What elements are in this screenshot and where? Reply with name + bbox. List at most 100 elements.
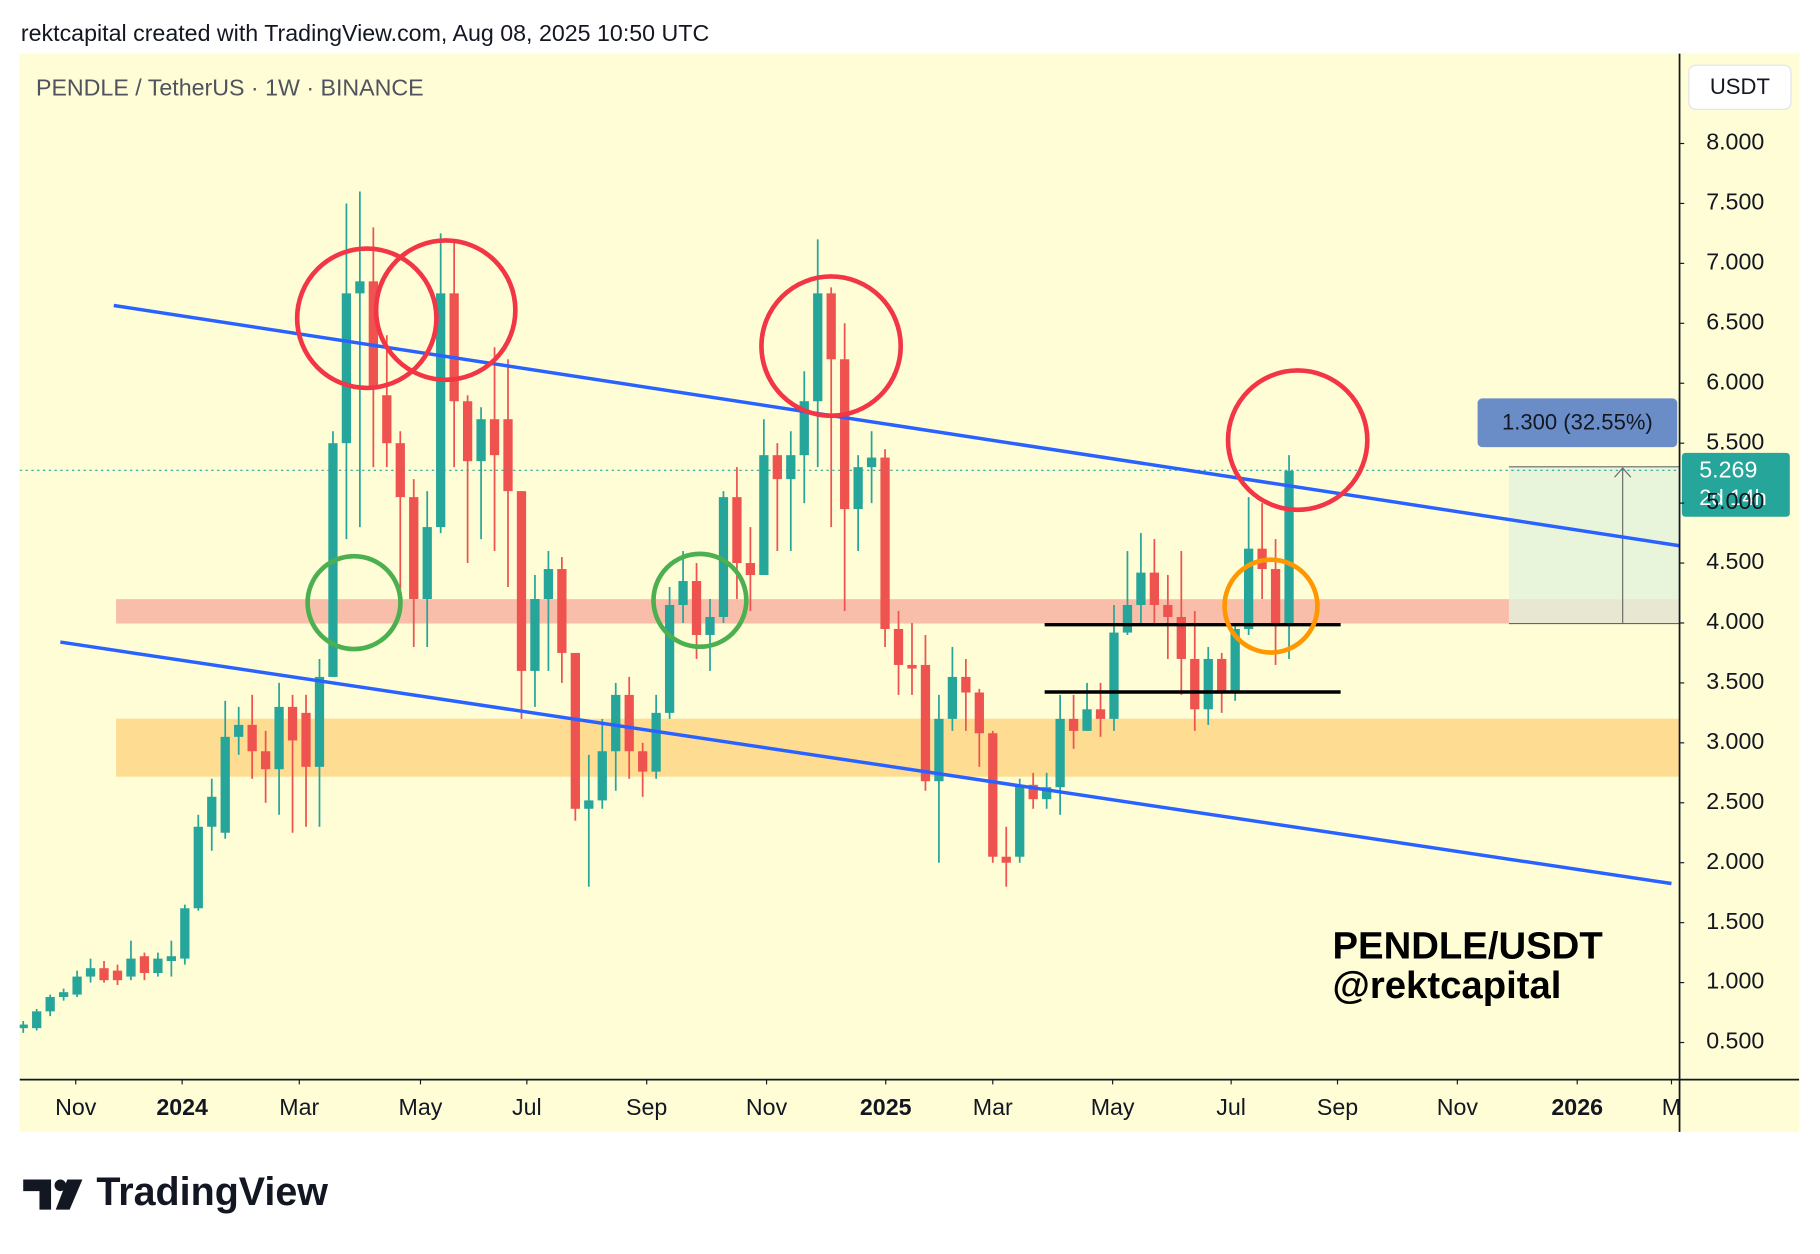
candle-body <box>112 970 123 981</box>
x-tick-label: Mar <box>973 1094 1013 1120</box>
candle-body <box>584 800 594 809</box>
y-tick-label: 3.500 <box>1706 668 1764 694</box>
candle-body <box>1095 709 1106 719</box>
candle-body <box>153 958 163 973</box>
y-tick-label: 8.000 <box>1706 129 1764 155</box>
candle-body <box>1136 572 1146 606</box>
candle-body <box>988 733 998 857</box>
x-axis: Nov 2024 Mar May Jul Sep Nov 2025 Mar May Jul Sep No… <box>55 1079 1681 1120</box>
candle-body <box>543 569 554 600</box>
candle-body <box>907 664 917 669</box>
candle-body <box>1001 856 1011 863</box>
candle-body <box>368 281 378 390</box>
candle-body <box>920 664 931 782</box>
candle-body <box>32 1011 42 1029</box>
candle-body <box>678 581 688 606</box>
logo-icon <box>23 1179 83 1210</box>
candle-body <box>1176 616 1186 659</box>
candle-body <box>880 457 890 629</box>
candle-body <box>247 724 257 752</box>
candle-body <box>260 751 271 770</box>
candle-body <box>45 996 55 1012</box>
candle-body <box>1243 548 1254 629</box>
candle-body <box>139 956 150 973</box>
candle-body <box>476 419 486 462</box>
currency-label: USDT <box>1710 74 1770 99</box>
candle-body <box>287 706 298 741</box>
candle-body <box>664 605 675 713</box>
y-tick-label: 1.000 <box>1706 968 1764 994</box>
candle-body <box>732 497 742 564</box>
candle-body <box>624 694 634 752</box>
y-tick-label: 6.000 <box>1706 368 1764 394</box>
y-tick-label: 1.500 <box>1706 908 1764 934</box>
candle-body <box>1217 658 1227 693</box>
candle-body <box>1203 658 1213 710</box>
candle-body <box>436 293 446 528</box>
candle-body <box>597 751 607 801</box>
candle-body <box>557 569 567 653</box>
red-circle <box>759 274 904 419</box>
candle-body <box>1270 569 1281 626</box>
y-tick-label: 2.500 <box>1706 788 1764 814</box>
countdown-label: 2d 14h <box>1699 485 1766 510</box>
candle-body <box>840 359 850 510</box>
candle-body <box>1015 784 1025 857</box>
candle-body <box>772 455 782 480</box>
candle-body <box>638 751 648 772</box>
candle-body <box>1163 605 1173 617</box>
x-tick-label: Nov <box>746 1094 788 1120</box>
candle-body <box>786 455 796 480</box>
candle-body <box>1028 784 1038 800</box>
x-tick-label: May <box>399 1094 443 1120</box>
candle-body <box>489 419 500 456</box>
chart-title: PENDLE / TetherUS · 1W · BINANCE <box>36 75 424 101</box>
x-tick-label: 2024 <box>156 1094 208 1120</box>
y-tick-label: 5.000 <box>1706 488 1764 514</box>
red-circle <box>294 246 439 391</box>
candle-body <box>99 968 109 981</box>
x-tick-label: Jul <box>1216 1094 1246 1120</box>
candle-body <box>570 652 580 809</box>
candle-body <box>853 467 863 510</box>
x-tick-label: Mar <box>279 1094 319 1120</box>
candle-body <box>866 457 877 468</box>
y-tick-label: 7.500 <box>1706 189 1764 215</box>
candle-body <box>759 455 769 576</box>
candle-body <box>382 395 392 444</box>
annotation: @rektcapital <box>1333 964 1562 1007</box>
chart-background <box>19 53 1800 1132</box>
y-tick-label: 0.500 <box>1706 1028 1764 1054</box>
x-tick-label: Nov <box>55 1094 97 1120</box>
y-tick-label: 6.500 <box>1706 308 1764 334</box>
candle-body <box>651 712 661 772</box>
candle-body <box>691 581 702 635</box>
candle-body <box>799 401 809 456</box>
measure-label: 1.300 (32.55%) <box>1502 410 1653 435</box>
y-tick-label: 4.500 <box>1706 548 1764 574</box>
x-tick-label: Sep <box>1317 1094 1358 1120</box>
trendline <box>60 640 1672 886</box>
red-circle <box>1225 368 1370 513</box>
candle-body <box>1042 787 1052 800</box>
candle-body <box>826 293 836 360</box>
candle-body <box>220 736 230 833</box>
candle-body <box>934 718 944 782</box>
x-tick-label: M <box>1662 1094 1681 1120</box>
candle-body <box>234 724 244 737</box>
candle-body <box>409 497 419 600</box>
candle-body <box>1284 470 1294 626</box>
x-tick-label: Sep <box>626 1094 667 1120</box>
y-axis: 0.500 1.000 1.500 2.000 2.500 3.000 3.500 4.000… <box>1679 129 1764 1054</box>
candle-body <box>126 958 136 977</box>
currency-button[interactable] <box>1688 64 1792 110</box>
candle-body <box>503 419 513 492</box>
candle-body <box>893 628 904 665</box>
candle-body <box>19 1024 28 1029</box>
candle-body <box>974 692 984 734</box>
candle-body <box>745 563 756 576</box>
candle-body <box>58 992 69 997</box>
trendline <box>113 303 1680 548</box>
x-tick-label: May <box>1091 1094 1135 1120</box>
